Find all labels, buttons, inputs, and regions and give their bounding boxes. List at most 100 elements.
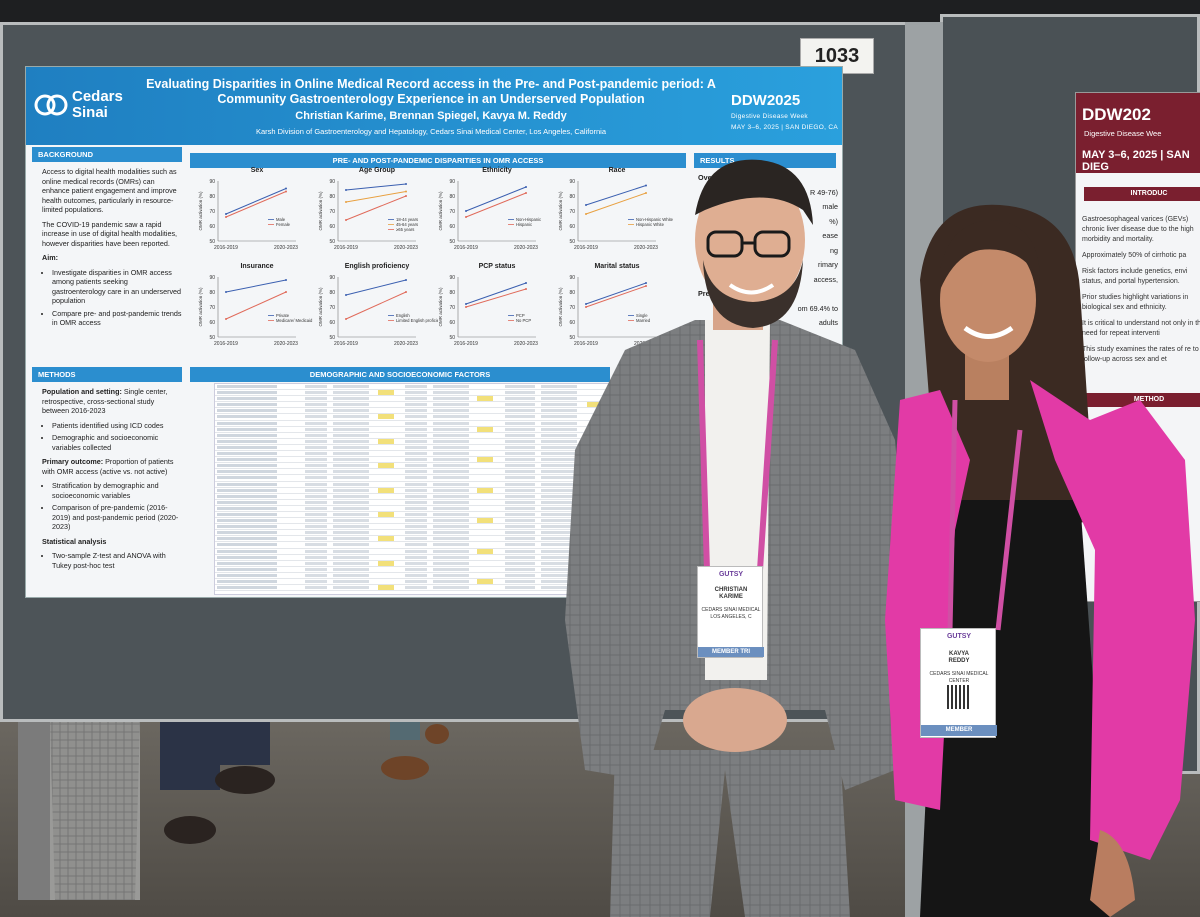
table-cell [333,427,369,431]
poster-authors: Christian Karime, Brennan Spiegel, Kavya… [295,110,567,122]
table-cell [541,409,577,413]
series-line-2 [345,195,407,221]
legend-label: Limited English proficiency [396,318,438,323]
chart-title: Ethnicity [482,167,512,174]
y-tick-label: 70 [449,209,455,215]
table-cell [333,452,369,456]
table-cell [333,525,369,529]
legend-label: 18-44 years [396,217,418,222]
results-column: Ove R 49-76) male %) ease ng rimary acce… [694,151,842,421]
table-cell [405,519,427,523]
table-cell [541,561,577,565]
coauthor-badge: GUTSY KAVYA REDDY CEDARS SINAI MEDICAL C… [920,628,997,738]
y-tick-label: 60 [209,320,215,326]
series-line-1 [225,291,287,320]
table-row [215,408,633,415]
table-row [215,469,633,476]
highlighted-cell [587,402,603,408]
table-cell [217,494,277,498]
table-cell [505,458,535,462]
highlighted-cell [378,487,394,493]
table-cell [333,421,369,425]
table-cell [505,397,535,401]
data-point [525,282,527,284]
table-cell [541,415,577,419]
table-cell [433,397,469,401]
table-cell [541,519,577,523]
y-tick-label: 60 [569,320,575,326]
table-cell [405,531,427,535]
data-point [585,306,587,308]
table-cell [333,555,369,559]
table-cell [405,561,427,565]
y-tick-label: 70 [209,209,215,215]
table-cell [505,391,535,395]
table-cell [333,488,369,492]
table-row [215,560,633,567]
table-cell [333,519,369,523]
results-fragment-10: adults [818,318,838,327]
table-cell [541,512,577,516]
results-fragment-6: rimary [818,260,838,269]
table-cell [505,470,535,474]
legend-label: Female [276,222,291,227]
table-cell [505,482,535,486]
table-cell [333,549,369,553]
data-point [285,187,287,190]
table-cell [505,427,535,431]
presenter-badge-brand: GUTSY [718,571,744,578]
series-line-0 [225,279,287,293]
stats-label: Statistical analysis [42,536,107,546]
table-cell [217,464,277,468]
table-cell [333,531,369,535]
table-cell [217,506,277,510]
aim-label: Aim: [42,253,58,262]
second-poster-p4: Prior studies highlight variations in bi… [1082,294,1189,311]
y-tick-label: 60 [209,224,215,230]
y-tick-label: 70 [449,305,455,311]
table-cell [217,439,277,443]
series-line-1 [585,285,647,308]
table-cell [405,427,427,431]
second-poster-intro-heading: INTRODUC [1084,187,1200,201]
y-tick-label: 80 [449,194,455,200]
table-cell [541,385,577,388]
presenter-badge-name: CHRISTIAN KARIME [714,587,748,600]
table-cell [305,555,327,559]
table-cell [541,494,577,498]
table-cell [305,397,327,401]
series-line-0 [345,183,407,191]
table-cell [433,537,469,541]
highlighted-cell [378,511,394,517]
y-tick-label: 70 [569,305,575,311]
results-fragment-0: Ove [698,173,712,182]
highlighted-cell [477,426,493,432]
table-cell [405,464,427,468]
table-cell [305,573,327,577]
table-cell [541,482,577,486]
data-point [345,201,347,203]
table-cell [405,573,427,577]
series-line-0 [225,188,287,215]
table-cell [433,543,469,547]
y-tick-label: 90 [569,179,575,185]
series-line-0 [465,282,527,305]
y-tick-label: 50 [449,335,455,341]
y-axis-label: OMR activation (%) [558,191,563,231]
chart-panel-0: Sex 90 80 70 60 50 OMR activation (%) 2016-2019… [196,167,318,259]
background-heading: BACKGROUND [32,147,182,162]
table-row [215,524,633,531]
line-chart: 90 80 70 60 50 OMR activation (%) 2016-2019 202… [318,179,418,251]
table-cell [433,409,469,413]
methods-section: Population and setting: Single center, r… [42,387,182,575]
cedars-sinai-logo-text: Cedars Sinai [72,88,123,121]
second-poster-p2: Approximately 50% of cirrhotic pa [1082,252,1187,259]
table-cell [333,439,369,443]
series-line-0 [585,282,647,305]
data-point [585,204,587,206]
y-axis-label: OMR activation (%) [198,287,203,327]
data-point [585,303,587,305]
data-point [525,288,527,290]
table-cell [433,476,469,480]
y-tick-label: 70 [329,305,335,311]
